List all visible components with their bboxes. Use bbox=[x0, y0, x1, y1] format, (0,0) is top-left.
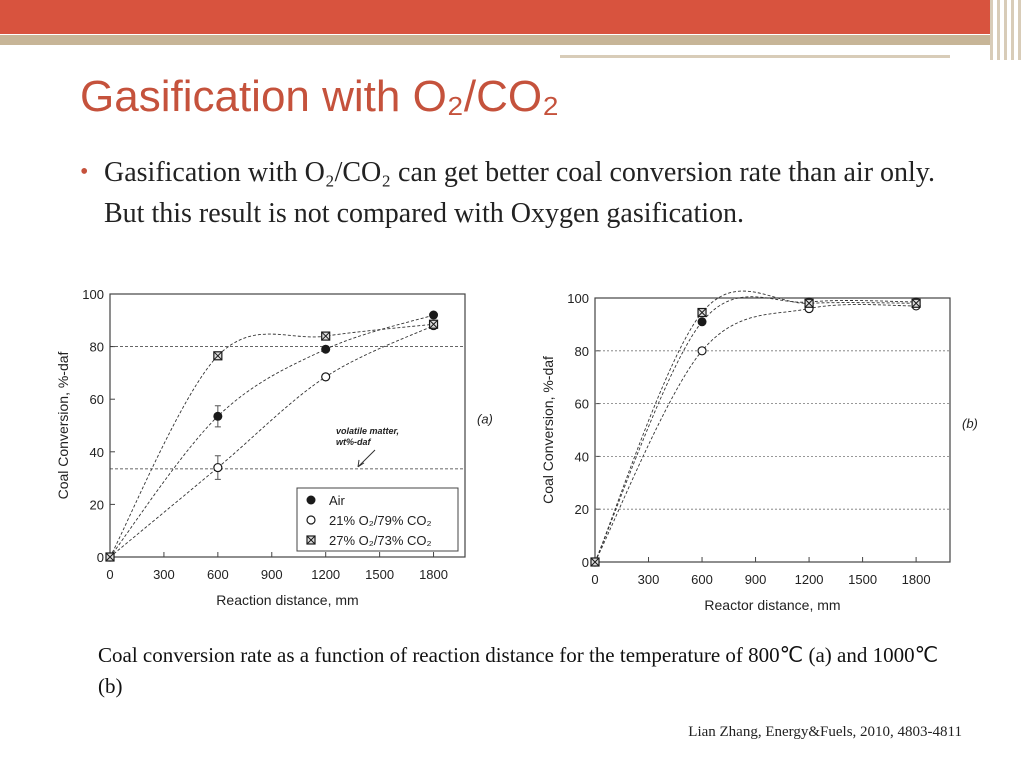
plot-frame bbox=[594, 297, 951, 563]
fit-line bbox=[109, 323, 434, 558]
header-stripes bbox=[990, 0, 1024, 60]
header-stripe bbox=[0, 35, 990, 45]
y-tick-label: 60 bbox=[575, 397, 589, 412]
x-tick-label: 300 bbox=[638, 572, 660, 587]
panel-label: (a) bbox=[477, 412, 493, 427]
marker-dot bbox=[697, 317, 707, 327]
annotation-arrow bbox=[357, 449, 376, 468]
x-tick-label: 0 bbox=[106, 567, 113, 582]
annotation: wt%-daf bbox=[336, 437, 372, 447]
caption: Coal conversion rate as a function of re… bbox=[98, 643, 939, 698]
bullet-text: Gasification with O₂/CO₂ can get better … bbox=[104, 157, 935, 229]
marker bbox=[213, 462, 223, 473]
marker bbox=[429, 310, 439, 320]
marker bbox=[105, 552, 115, 562]
plot-frame bbox=[109, 293, 466, 558]
y-tick-label: 100 bbox=[567, 291, 589, 306]
y-tick-label: 40 bbox=[90, 445, 104, 460]
marker bbox=[697, 346, 707, 356]
source: Lian Zhang, Energy&Fuels, 2010, 4803-481… bbox=[688, 724, 962, 740]
x-tick-label: 600 bbox=[691, 572, 713, 587]
marker-dot bbox=[697, 346, 707, 356]
fit-line bbox=[594, 304, 917, 563]
marker-cross bbox=[321, 331, 331, 341]
marker-cross bbox=[697, 308, 707, 317]
y-tick-label: 80 bbox=[90, 340, 104, 355]
marker bbox=[697, 307, 707, 318]
y-tick-label: 100 bbox=[82, 287, 104, 302]
marker bbox=[428, 319, 439, 329]
x-axis-label: Reaction distance, mm bbox=[216, 592, 358, 608]
y-tick-label: 60 bbox=[90, 392, 104, 407]
marker bbox=[213, 411, 223, 421]
marker bbox=[911, 298, 921, 308]
y-tick-label: 80 bbox=[575, 344, 589, 359]
marker-dot bbox=[306, 495, 316, 505]
marker bbox=[590, 557, 600, 567]
marker-dot bbox=[321, 372, 331, 382]
header-bar bbox=[0, 0, 1024, 34]
legend-box bbox=[296, 487, 459, 552]
y-tick-label: 0 bbox=[582, 555, 589, 570]
x-tick-label: 1500 bbox=[365, 567, 394, 582]
y-tick-label: 20 bbox=[90, 497, 104, 512]
x-tick-label: 1200 bbox=[795, 572, 824, 587]
x-tick-label: 0 bbox=[591, 572, 598, 587]
marker-dot bbox=[213, 462, 223, 473]
y-tick-label: 20 bbox=[575, 502, 589, 517]
marker bbox=[213, 351, 223, 361]
y-axis-label: Coal Conversion, %-daf bbox=[540, 356, 556, 504]
annotation: volatile matter, bbox=[336, 426, 399, 436]
x-tick-label: 1500 bbox=[848, 572, 877, 587]
panel-label: (b) bbox=[962, 416, 978, 431]
marker-cross bbox=[911, 298, 921, 308]
marker bbox=[306, 535, 316, 545]
slide-title: Gasification with O₂/CO₂ bbox=[80, 72, 560, 121]
header-line bbox=[560, 55, 950, 58]
legend-label: 21% O₂/79% CO₂ bbox=[329, 513, 432, 528]
marker-cross bbox=[429, 319, 438, 329]
marker-dot bbox=[321, 344, 331, 354]
marker bbox=[697, 317, 707, 327]
marker-cross bbox=[306, 535, 316, 545]
x-tick-label: 900 bbox=[261, 567, 283, 582]
fit-line bbox=[594, 290, 917, 563]
y-tick-label: 40 bbox=[575, 449, 589, 464]
fit-line bbox=[109, 325, 434, 558]
marker bbox=[306, 515, 316, 525]
marker-cross bbox=[804, 298, 814, 308]
marker-cross bbox=[213, 351, 223, 361]
marker-cross bbox=[105, 552, 115, 562]
marker bbox=[321, 344, 331, 354]
marker-dot bbox=[429, 310, 439, 320]
y-tick-label: 0 bbox=[97, 550, 104, 565]
x-axis-label: Reactor distance, mm bbox=[704, 597, 840, 613]
x-tick-label: 1800 bbox=[419, 567, 448, 582]
marker bbox=[321, 372, 331, 382]
legend-label: 27% O₂/73% CO₂ bbox=[329, 533, 432, 548]
legend-label: Air bbox=[329, 493, 346, 508]
x-tick-label: 300 bbox=[153, 567, 175, 582]
x-tick-label: 1800 bbox=[902, 572, 931, 587]
fit-line bbox=[594, 296, 917, 563]
marker-dot bbox=[213, 411, 223, 421]
x-tick-label: 1200 bbox=[311, 567, 340, 582]
marker bbox=[804, 298, 814, 308]
x-tick-label: 600 bbox=[207, 567, 229, 582]
bullet-dot: • bbox=[80, 159, 89, 185]
marker-dot bbox=[306, 515, 316, 525]
y-axis-label: Coal Conversion, %-daf bbox=[55, 351, 71, 499]
marker bbox=[321, 331, 331, 341]
marker bbox=[306, 495, 316, 505]
x-tick-label: 900 bbox=[745, 572, 767, 587]
marker-cross bbox=[590, 557, 600, 567]
